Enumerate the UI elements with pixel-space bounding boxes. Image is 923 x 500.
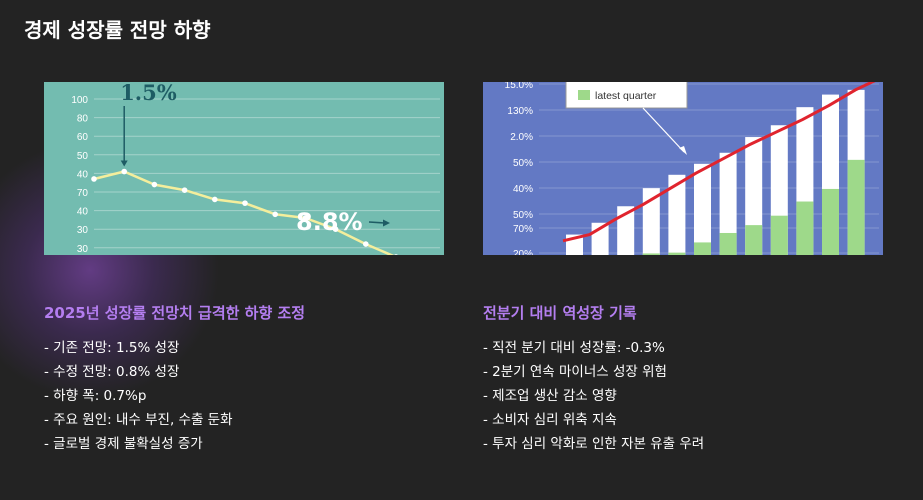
bar-latest-quarter [796,201,814,255]
data-point [363,241,369,247]
trend-line [562,82,876,243]
bar-latest-quarter [719,232,737,255]
left-bullet-list: - 기존 전망: 1.5% 성장 - 수정 전망: 0.8% 성장 - 하향 폭… [44,336,233,456]
data-point [272,211,278,218]
bar-total [694,163,711,255]
page-title: 경제 성장률 전망 하향 [24,18,211,42]
data-point [151,181,158,188]
bar-latest-quarter [847,159,865,255]
data-point [91,176,97,182]
quarterly-bar-chart: 15.0% 130% 2.0% 50% 40% 50% 70% 20% latest quart… [505,82,879,255]
annotation-label: 1.5% [120,82,177,105]
y-tick-label: 50 [77,151,89,162]
y-tick-label: 40 [77,207,89,218]
right-bullet-item: - 투자 심리 악화로 인한 자본 유출 우려 [483,436,705,452]
legend-swatch [578,90,590,100]
y-tick-label: 40% [513,184,533,195]
legend-pointer-head [679,146,687,155]
left-bullet-item: - 주요 원인: 내수 부진, 수출 둔화 [44,412,233,428]
left-section-title: 2025년 성장률 전망치 급격한 하향 조정 [44,304,306,322]
data-point [212,196,218,203]
growth-line-chart: 1008060504070403030101.5%8.8% [71,82,440,255]
y-tick-label: 100 [71,95,88,106]
data-point [332,226,339,232]
bar-latest-quarter [694,242,711,255]
y-tick-label: 80 [77,114,89,125]
data-point [302,215,309,221]
annotation-arrowhead [383,219,390,227]
legend-pointer [642,107,685,153]
right-section-title: 전분기 대비 역성장 기록 [483,304,637,322]
y-tick-label: 40 [77,169,89,180]
bar-latest-quarter [642,253,660,255]
left-bullet-item: - 수정 전망: 0.8% 성장 [44,364,180,380]
bar-latest-quarter [770,215,788,255]
y-tick-label: 20% [513,249,533,255]
y-tick-label: 30 [77,244,89,255]
left-bullet-item: - 글로벌 경제 불확실성 증가 [44,436,203,452]
bar-latest-quarter [822,188,839,255]
data-point [242,200,248,206]
bar-total [719,152,737,255]
y-tick-label: 30 [77,225,89,236]
y-tick-label: 50% [513,158,533,169]
annotation-arrowhead [120,160,128,167]
y-tick-label: 70% [513,224,533,235]
y-tick-label: 50% [513,210,533,221]
y-tick-label: 70 [77,188,89,199]
annotation-arrow [368,221,386,224]
right-bullet-item: - 직전 분기 대비 성장률: -0.3% [483,340,665,356]
bar-latest-quarter [668,252,686,255]
y-tick-label: 60 [77,132,89,143]
legend-label: latest quarter [595,90,657,102]
bar-total [668,174,686,255]
annotation-label: 8.8% [296,208,363,236]
data-point [121,168,127,175]
y-tick-label: 15.0% [505,82,533,91]
bar-total [617,206,635,255]
data-point [394,254,398,255]
right-bullet-item: - 제조업 생산 감소 영향 [483,388,617,404]
left-bullet-item: - 하향 폭: 0.7%p [44,388,147,404]
data-point [181,187,188,193]
quarterly-bar-chart-panel: 15.0% 130% 2.0% 50% 40% 50% 70% 20% latest quart… [483,82,883,255]
bar-total [642,188,660,255]
growth-line-chart-panel: 1008060504070403030101.5%8.8% [44,82,444,255]
right-bullet-list: - 직전 분기 대비 성장률: -0.3% - 2분기 연속 마이너스 성장 위… [483,336,704,456]
y-tick-label: 2.0% [510,132,533,143]
right-bullet-item: - 2분기 연속 마이너스 성장 위험 [483,364,667,380]
y-tick-label: 130% [507,106,533,117]
chart-legend: latest quarter [565,82,688,109]
right-bullet-item: - 소비자 심리 위축 지속 [483,412,617,428]
left-bullet-item: - 기존 전망: 1.5% 성장 [44,340,180,356]
bar-latest-quarter [745,225,763,255]
